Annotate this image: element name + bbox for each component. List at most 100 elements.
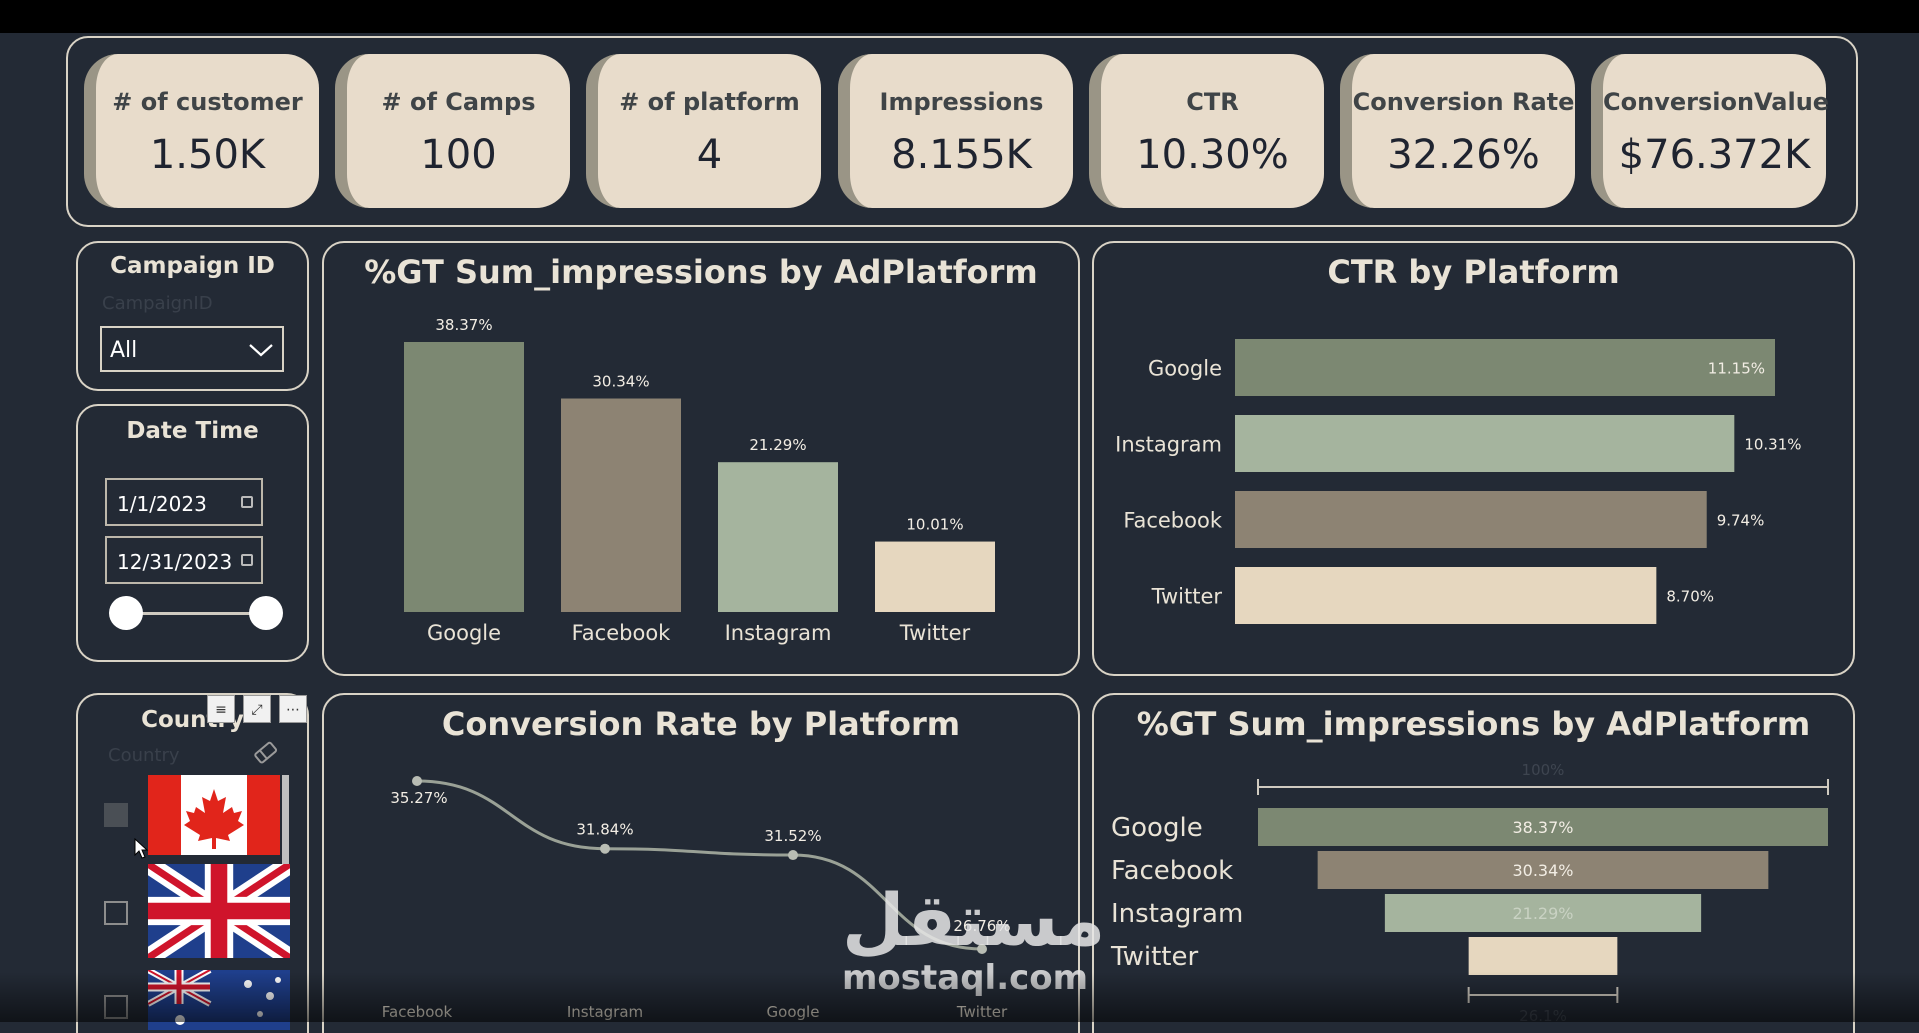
kpi-card: Conversion Rate 32.26% [1340,54,1575,208]
line-point-twitter[interactable] [977,944,987,954]
canada-flag-icon[interactable] [148,775,280,855]
country-slicer-title: Country [141,707,244,733]
calendar-icon[interactable] [241,554,253,566]
kpi-label: # of Camps [381,88,536,116]
bar-google[interactable] [1235,339,1775,396]
y-tick-label: Google [1148,357,1222,381]
impressions-funnel-chart-panel: %GT Sum_impressions by AdPlatform 100% Go… [1092,693,1855,1033]
kpi-label: ConversionValue [1603,88,1830,116]
date-time-slicer: Date Time 1/1/2023 12/31/2023 [76,404,309,662]
campaign-id-slicer: Campaign ID CampaignID All [76,241,309,391]
x-tick-label: Twitter [899,621,971,645]
country-checkbox-canada[interactable] [104,803,128,827]
bar-data-label: 8.70% [1666,588,1714,606]
campaign-slicer-subtitle: CampaignID [102,293,213,314]
focus-mode-icon[interactable]: ⤢ [243,695,271,723]
point-data-label: 31.52% [764,827,821,845]
country-checkbox-uk[interactable] [104,901,128,925]
x-tick-label: Instagram [725,621,832,645]
end-date-input[interactable]: 12/31/2023 [105,536,263,584]
bar-data-label: 9.74% [1717,512,1765,530]
kpi-value: $76.372K [1618,132,1811,178]
y-tick-label: Twitter [1151,585,1223,609]
bar-data-label: 11.15% [1708,360,1765,378]
line-point-google[interactable] [788,850,798,861]
mouse-cursor-icon [134,838,149,859]
bottom-shade [0,972,1919,1022]
funnel-category-label: Twitter [1110,942,1198,972]
bar-data-label: 10.31% [1744,436,1801,454]
kpi-card-row: # of customer 1.50K # of Camps 100 # of plat… [66,36,1858,227]
date-range-track[interactable] [126,612,261,615]
kpi-card: # of platform 4 [586,54,821,208]
impressions-bar-chart-panel: %GT Sum_impressions by AdPlatform 38.37%… [322,241,1080,676]
conversion-rate-line [416,779,983,951]
funnel-category-label: Instagram [1111,899,1243,929]
bar-instagram[interactable] [1235,415,1735,472]
funnel-bar-instagram[interactable] [1384,894,1702,932]
x-tick-label: Google [427,621,501,645]
y-tick-label: Facebook [1123,509,1223,533]
date-slicer-title: Date Time [126,418,259,444]
bar-instagram[interactable] [718,462,838,612]
kpi-card: CTR 10.30% [1089,54,1324,208]
line-point-instagram[interactable] [600,843,610,854]
funnel-bar-twitter[interactable] [1468,937,1618,975]
start-date-input[interactable]: 1/1/2023 [105,478,263,526]
kpi-value: 4 [696,132,723,178]
impressions-funnel-chart: 100% Google 38.37% Facebook 30.34% Instagram 2… [1110,761,1829,1025]
bar-twitter[interactable] [1235,567,1657,624]
date-range-end-handle[interactable] [249,596,283,630]
funnel-bar-facebook[interactable] [1317,851,1769,889]
kpi-label: CTR [1186,88,1239,116]
chart-title: CTR by Platform [1327,253,1620,291]
point-data-label: 31.84% [576,821,633,839]
bar-data-label: 38.37% [435,316,492,334]
funnel-bar-google[interactable] [1258,808,1828,846]
kpi-value: 1.50K [149,132,266,178]
kpi-card: # of Camps 100 [335,54,570,208]
more-options-icon[interactable]: ⋯ [279,695,307,723]
bar-data-label: 21.29% [749,436,806,454]
kpi-card: Impressions 8.155K [838,54,1073,208]
y-tick-label: Instagram [1115,433,1222,457]
bar-google[interactable] [404,342,524,612]
point-data-label: 35.27% [390,789,447,807]
funnel-category-label: Google [1111,813,1203,843]
calendar-icon[interactable] [241,496,253,508]
line-point-facebook[interactable] [412,776,422,786]
kpi-card: ConversionValue $76.372K [1591,54,1830,208]
bar-facebook[interactable] [561,398,681,612]
funnel-top-label: 100% [1522,761,1565,779]
date-range-start-handle[interactable] [109,596,143,630]
kpi-value: 32.26% [1387,132,1540,178]
ctr-bar-chart-panel: CTR by Platform Google 11.15% Instagram 10.… [1092,241,1855,676]
ctr-bar-chart: Google 11.15% Instagram 10.31% Facebook 9.74%… [1115,339,1802,624]
filter-icon[interactable]: ≡ [207,695,235,723]
watermark-arabic: مستقل [842,878,1106,962]
slicer-scrollbar[interactable] [282,775,289,885]
kpi-label: Conversion Rate [1352,88,1575,116]
campaign-dropdown-value: All [110,338,138,363]
funnel-data-label: 30.34% [1512,861,1573,880]
campaign-slicer-title: Campaign ID [110,253,275,279]
chevron-down-icon [249,344,273,357]
campaign-id-dropdown[interactable]: All [100,326,284,372]
x-tick-label: Facebook [572,621,672,645]
bar-twitter[interactable] [875,541,995,612]
kpi-value: 100 [420,132,497,178]
kpi-value: 10.30% [1136,132,1289,178]
kpi-label: # of customer [112,88,303,116]
eraser-icon[interactable] [251,740,281,766]
funnel-category-label: Facebook [1111,856,1233,886]
bar-data-label: 30.34% [592,373,649,391]
uk-flag-icon[interactable] [148,864,290,958]
kpi-label: Impressions [879,88,1044,116]
chart-title: %GT Sum_impressions by AdPlatform [1136,705,1811,743]
point-data-label: 26.76% [953,917,1010,935]
funnel-data-label: 38.37% [1512,818,1573,837]
chart-title: Conversion Rate by Platform [441,705,961,743]
window-top-bar [0,0,1919,33]
funnel-data-label: 21.29% [1512,904,1573,923]
bar-facebook[interactable] [1235,491,1707,548]
